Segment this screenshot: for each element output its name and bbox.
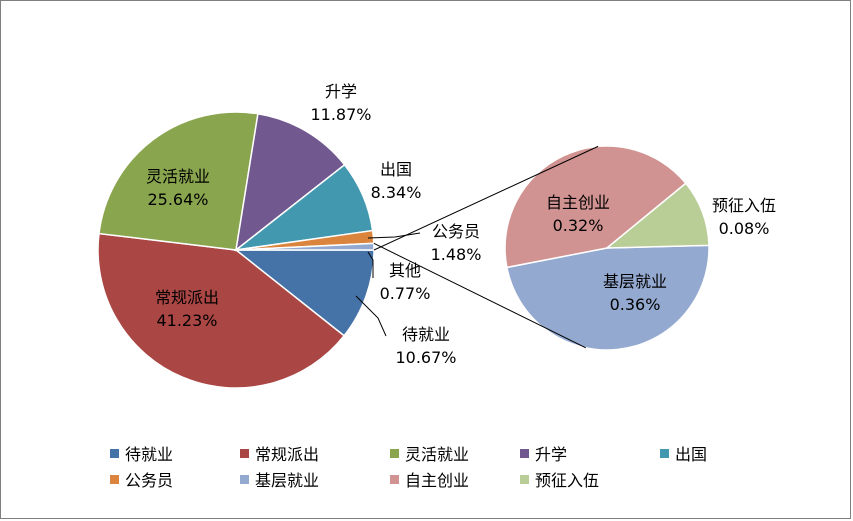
- legend-item: 基层就业: [240, 467, 319, 491]
- sub-slice-1: [504, 145, 687, 269]
- connector-line-top: [373, 145, 599, 251]
- legend-item: 升学: [520, 441, 567, 465]
- legend-label: 升学: [535, 445, 568, 464]
- main-slice-2: [98, 111, 259, 251]
- main-pie: [97, 111, 375, 389]
- leader-lines: [355, 232, 421, 337]
- legend-label: 灵活就业: [405, 445, 470, 464]
- legend-item: 出国: [660, 441, 707, 465]
- main-5-value-label: 1.48%: [431, 245, 482, 264]
- legend-swatch: [520, 448, 529, 458]
- legend-label: 常规派出: [255, 445, 320, 464]
- legend-item: 常规派出: [240, 441, 319, 465]
- sub-slice-2: [604, 182, 710, 249]
- sub-slice-0: [505, 244, 710, 351]
- legend-swatch: [240, 448, 249, 458]
- main-6-value-label: 0.77%: [380, 284, 431, 303]
- legend-label: 出国: [675, 445, 708, 464]
- legend-swatch: [660, 448, 669, 458]
- main-1-value-label: 41.23%: [156, 311, 217, 330]
- leader-line-qita: [367, 251, 374, 278]
- legend-label: 预征入伍: [535, 471, 600, 490]
- main-3-name-label: 升学: [325, 82, 357, 101]
- main-0-name-label: 待就业: [402, 325, 450, 344]
- main-slice-0: [233, 249, 375, 337]
- legend-label: 待就业: [125, 445, 174, 464]
- main-4-value-label: 8.34%: [371, 183, 422, 202]
- sub-pie: [504, 145, 710, 351]
- leader-line-gongwuyuan: [367, 232, 421, 239]
- data-labels: 待就业 10.67% 常规派出 41.23% 灵活就业 25.64% 升学 11.87% 出国 8…: [146, 82, 776, 367]
- main-2-value-label: 25.64%: [147, 190, 208, 209]
- legend-swatch: [390, 474, 399, 484]
- main-4-name-label: 出国: [380, 160, 412, 179]
- main-slice-3: [234, 112, 346, 252]
- legend-label: 公务员: [125, 471, 174, 490]
- leader-line-daijiuye: [355, 295, 387, 337]
- main-5-name-label: 公务员: [432, 222, 480, 241]
- connector-lines: [373, 145, 599, 349]
- legend-item: 公务员: [110, 467, 173, 491]
- sub-1-value-label: 0.32%: [553, 216, 604, 235]
- legend-item: 待就业: [110, 441, 173, 465]
- main-slice-1: [97, 232, 346, 389]
- sub-1-name-label: 自主创业: [546, 193, 610, 212]
- sub-0-name-label: 基层就业: [603, 272, 667, 291]
- connector-line-bottom: [373, 242, 587, 349]
- legend-swatch: [110, 448, 119, 458]
- legend-item: 自主创业: [390, 467, 469, 491]
- sub-2-value-label: 0.08%: [719, 219, 770, 238]
- legend-swatch: [520, 474, 529, 484]
- legend-item: 预征入伍: [520, 467, 599, 491]
- legend-label: 自主创业: [405, 471, 470, 490]
- main-2-name-label: 灵活就业: [146, 167, 210, 186]
- legend-swatch: [110, 474, 119, 484]
- main-6-name-label: 其他: [389, 261, 421, 280]
- main-1-name-label: 常规派出: [155, 288, 219, 307]
- legend-item: 灵活就业: [390, 441, 469, 465]
- sub-0-value-label: 0.36%: [610, 295, 661, 314]
- main-3-value-label: 11.87%: [310, 105, 371, 124]
- sub-2-name-label: 预征入伍: [712, 196, 776, 215]
- legend-swatch: [390, 448, 399, 458]
- legend-label: 基层就业: [255, 471, 320, 490]
- main-0-value-label: 10.67%: [395, 348, 456, 367]
- legend-swatch: [240, 474, 249, 484]
